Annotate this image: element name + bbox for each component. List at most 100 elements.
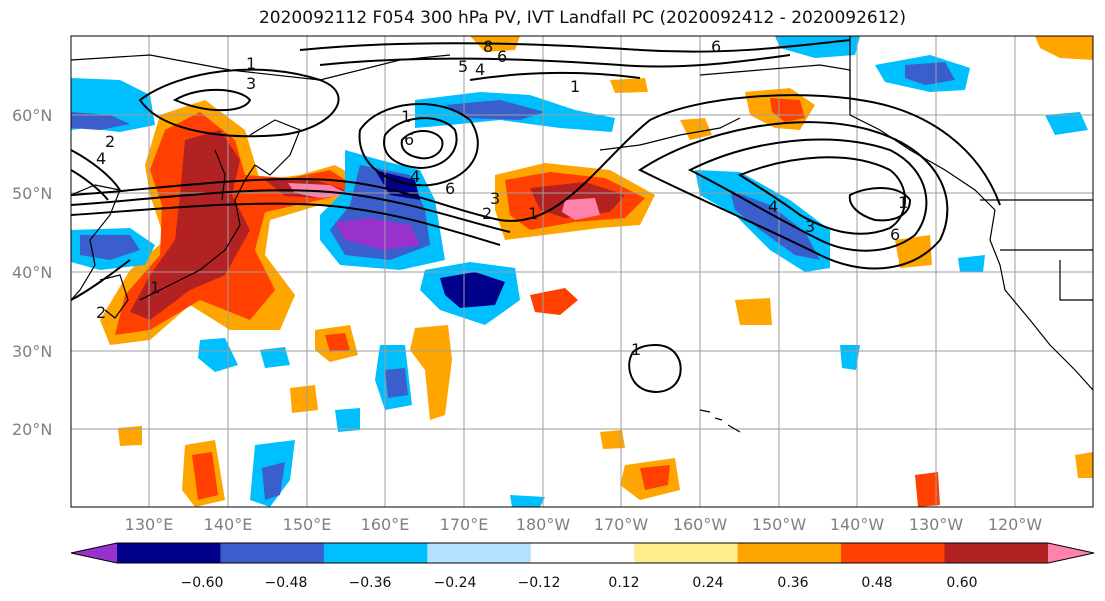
lon-label-160w: 160°W bbox=[673, 515, 728, 534]
contour-label-23: 1 bbox=[150, 278, 160, 297]
contour-subtropical-loop bbox=[628, 343, 682, 393]
pos-anom-blob-7 bbox=[290, 385, 318, 413]
colorbar-segment bbox=[841, 543, 946, 563]
colorbar-tick-7: 0.24 bbox=[692, 575, 723, 591]
neg-anom-blob-6 bbox=[260, 347, 290, 368]
contour-label-3: 2 bbox=[105, 132, 115, 151]
lon-label-140e: 140°E bbox=[204, 515, 253, 534]
pos-anom-arctic bbox=[1035, 36, 1093, 60]
map-title: 2020092112 F054 300 hPa PV, IVT Landfall… bbox=[258, 8, 906, 28]
graticule bbox=[71, 36, 1093, 507]
neg-anom-blob-20 bbox=[958, 255, 985, 272]
asia-coast bbox=[71, 184, 121, 301]
colorbar-tick-4: −0.24 bbox=[434, 575, 477, 591]
contour-label-19: 3 bbox=[805, 217, 815, 236]
lon-label-160e: 160°E bbox=[361, 515, 410, 534]
contour-gulf-1 bbox=[638, 121, 949, 270]
lon-label-180w: 180°W bbox=[516, 515, 571, 534]
neg-anom-blob-21 bbox=[510, 495, 545, 507]
lat-label-30n: 30°N bbox=[12, 342, 52, 361]
colorbar-ticks: −0.60 −0.48 −0.36 −0.24 −0.12 0.12 0.24 … bbox=[181, 575, 978, 591]
lat-label-40n: 40°N bbox=[12, 263, 52, 282]
contour-gulf-4 bbox=[848, 187, 912, 222]
lat-label-50n: 50°N bbox=[12, 184, 52, 203]
contour-label-11: 6 bbox=[404, 130, 414, 149]
contour-label-14: 6 bbox=[445, 179, 455, 198]
colorbar-segment bbox=[117, 543, 221, 563]
contour-aleutian-low-1 bbox=[358, 103, 479, 187]
contour-kamchatka-1 bbox=[138, 68, 340, 138]
contour-label-20: 1 bbox=[898, 193, 908, 212]
lon-label-140w: 140°W bbox=[830, 515, 885, 534]
colorbar-segment bbox=[71, 543, 117, 563]
hawaii bbox=[699, 409, 741, 433]
colorbar-segment bbox=[634, 543, 739, 563]
lat-label-20n: 20°N bbox=[12, 420, 52, 439]
colorbar-segment bbox=[323, 543, 428, 563]
map-area: 1 3 2 4 8 6 4 5 6 1 6 1 4 6 3 2 1 4 3 1 … bbox=[71, 36, 1093, 507]
contour-aleutian-low-2 bbox=[383, 117, 458, 170]
lat-label-60n: 60°N bbox=[12, 106, 52, 125]
lon-label-130w: 130°W bbox=[909, 515, 964, 534]
lon-label-170e: 170°E bbox=[440, 515, 489, 534]
korea-coast bbox=[99, 274, 129, 319]
contour-top-3 bbox=[469, 71, 641, 81]
contour-label-16: 2 bbox=[482, 204, 492, 223]
colorbar-tick-10: 0.60 bbox=[946, 575, 977, 591]
contour-label-12: 1 bbox=[401, 107, 411, 126]
contour-main-wave-2 bbox=[71, 189, 511, 233]
colorbar-segment bbox=[1048, 543, 1094, 563]
colorbar-segment bbox=[220, 543, 325, 563]
contour-label-5: 8 bbox=[483, 37, 493, 56]
pos-anom-blob-9-core bbox=[192, 452, 218, 500]
neg-anom-okhotsk-core bbox=[71, 112, 130, 130]
neg-anom-blob-10-core bbox=[262, 462, 285, 500]
map-frame bbox=[70, 35, 1094, 508]
japan-coast bbox=[139, 164, 256, 301]
contour-labels: 1 3 2 4 8 6 4 5 6 1 6 1 4 6 3 2 1 4 3 1 … bbox=[96, 37, 908, 359]
contour-label-4: 4 bbox=[96, 149, 106, 168]
contour-top-1 bbox=[299, 39, 851, 53]
contour-main-wave-3 bbox=[71, 202, 501, 246]
alaska-coast bbox=[699, 64, 996, 211]
colorbar-outline bbox=[70, 542, 1095, 564]
contour-label-6: 6 bbox=[497, 47, 507, 66]
pos-anom-nw-top bbox=[610, 78, 648, 93]
neg-anom-central-peak bbox=[335, 218, 420, 250]
neg-anom-yukon-core bbox=[905, 62, 955, 85]
lon-label-150e: 150°E bbox=[283, 515, 332, 534]
pos-anom-blob-15 bbox=[118, 426, 142, 446]
kamchatka-coast bbox=[249, 119, 301, 176]
pos-anom-blob-11-core bbox=[640, 465, 670, 490]
na-west-coast bbox=[989, 209, 1093, 391]
contour-label-1: 1 bbox=[246, 54, 256, 73]
pos-anom-blob-19 bbox=[1075, 452, 1093, 478]
contour-label-7: 4 bbox=[475, 60, 485, 79]
pos-anom-blob-2-core bbox=[325, 333, 350, 352]
pv-shading bbox=[71, 36, 1093, 507]
contour-label-15: 3 bbox=[490, 189, 500, 208]
colorbar-tick-1: −0.60 bbox=[181, 575, 224, 591]
colorbar-segments bbox=[70, 542, 1095, 564]
lon-label-130e: 130°E bbox=[125, 515, 174, 534]
colorbar-segment bbox=[944, 543, 1049, 563]
na-borders bbox=[849, 36, 1093, 301]
pos-anom-dateline-peak bbox=[562, 198, 600, 220]
contour-gulf-3 bbox=[737, 156, 906, 235]
neg-anom-south-core bbox=[440, 272, 505, 308]
contour-aleutian-low-3 bbox=[400, 130, 444, 160]
lon-label-170w: 170°W bbox=[594, 515, 649, 534]
coastlines bbox=[71, 36, 1093, 433]
neg-anom-blob-16-core bbox=[80, 235, 140, 260]
contour-label-22: 1 bbox=[631, 340, 641, 359]
contour-label-18: 4 bbox=[768, 197, 778, 216]
colorbar-tick-9: 0.48 bbox=[861, 575, 892, 591]
colorbar-segment bbox=[530, 543, 635, 563]
lat-axis: 60°N 50°N 40°N 30°N 20°N bbox=[12, 106, 52, 439]
contour-label-21: 6 bbox=[890, 225, 900, 244]
pos-anom-blob-13 bbox=[895, 235, 932, 268]
lon-axis: 130°E 140°E 150°E 160°E 170°E 180°W 170°… bbox=[125, 515, 1043, 534]
lon-label-150w: 150°W bbox=[752, 515, 807, 534]
colorbar-tick-6: 0.12 bbox=[608, 575, 639, 591]
contour-label-9: 6 bbox=[711, 37, 721, 56]
